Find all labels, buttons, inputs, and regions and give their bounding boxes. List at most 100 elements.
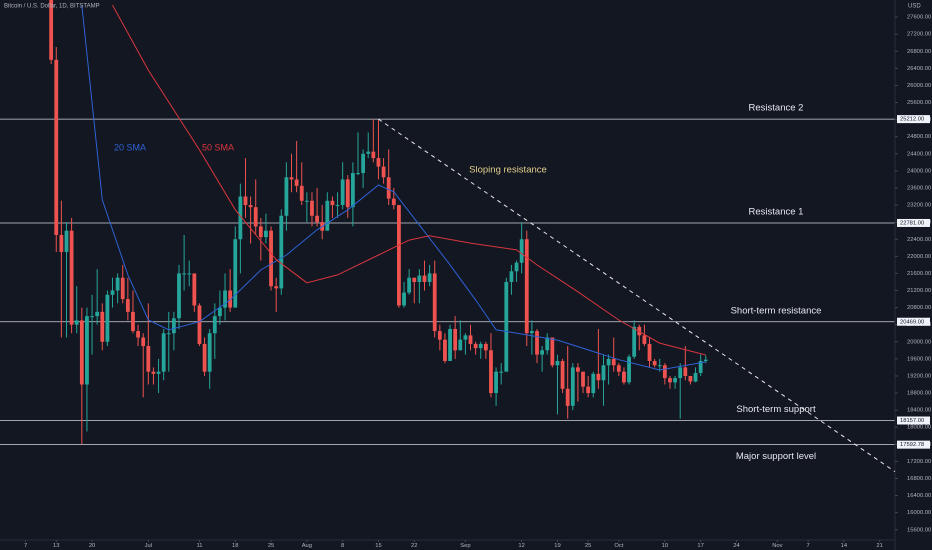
candle-body	[565, 388, 570, 406]
candle-body	[647, 343, 652, 361]
y-tick-label: 16800.00	[907, 476, 931, 482]
candle-body	[550, 337, 555, 366]
y-tick-label: 26800.00	[907, 49, 931, 55]
x-tick-label: 13	[53, 543, 59, 549]
candle-body	[668, 378, 672, 383]
x-tick-label: 22	[411, 543, 417, 549]
candle-body	[315, 215, 319, 223]
candle-body	[131, 311, 135, 332]
y-tick-label: 27600.00	[907, 15, 931, 21]
candle-body	[391, 198, 396, 206]
candle-body	[504, 281, 509, 372]
x-tick-label: 24	[733, 543, 740, 549]
candle-body	[616, 365, 621, 372]
x-tick-label: 10	[662, 543, 668, 549]
candle-body	[304, 200, 309, 202]
candle-body	[228, 290, 233, 308]
level-tag	[897, 218, 930, 227]
candle-body	[673, 378, 677, 383]
y-tick-label: 23600.00	[907, 186, 931, 192]
candle-body	[187, 273, 192, 275]
candle-body	[356, 173, 360, 175]
x-tick-label: Nov	[772, 543, 782, 549]
candle-body	[703, 359, 708, 361]
candle-body	[105, 294, 110, 342]
axis-unit: USD	[908, 4, 921, 10]
candle-body	[402, 292, 406, 306]
candle-body	[468, 335, 473, 344]
candle-body	[146, 346, 151, 372]
candle-body	[417, 275, 422, 282]
candle-body	[264, 230, 268, 238]
x-tick-label: Sep	[460, 543, 470, 549]
candle-body	[509, 271, 514, 282]
candle-body	[202, 343, 207, 372]
candle-body	[437, 331, 442, 340]
candle-body	[95, 311, 100, 317]
candle-body	[90, 316, 94, 318]
candle-body	[632, 326, 637, 357]
y-tick-label: 18800.00	[907, 391, 931, 397]
candle-body	[422, 275, 427, 282]
y-tick-label: 18000.00	[907, 425, 931, 431]
sma-label: 50 SMA	[202, 142, 234, 152]
candle-body	[652, 360, 657, 366]
candle-body	[192, 273, 197, 306]
y-tick-label: 21200.00	[907, 288, 931, 294]
candle-body	[182, 273, 187, 275]
candle-body	[453, 328, 458, 351]
candle-body	[627, 356, 631, 383]
level-name: Short-term resistance	[731, 305, 822, 316]
chart-title: Bitcoin / U.S. Dollar, 1D, BITSTAMP	[4, 4, 100, 10]
candle-body	[110, 290, 115, 295]
candle-body	[412, 277, 417, 282]
candle-body	[478, 343, 483, 349]
candle-body	[233, 239, 238, 308]
candle-body	[161, 333, 166, 372]
level-tag-label: 17592.78	[900, 442, 924, 448]
candle-body	[443, 339, 447, 361]
candle-body	[524, 239, 529, 334]
y-tick-label: 26000.00	[907, 83, 931, 89]
y-tick-label: 25600.00	[907, 100, 931, 106]
candle-body	[514, 262, 519, 272]
candle-body	[529, 331, 534, 334]
candle-body	[310, 200, 314, 216]
candle-body	[85, 316, 89, 385]
level-tag	[897, 416, 930, 425]
candle-body	[212, 316, 217, 334]
candle-body	[125, 299, 130, 312]
x-tick-label: Oct	[614, 543, 623, 549]
candle-body	[223, 290, 227, 308]
candle-body	[678, 367, 683, 379]
candle-body	[59, 234, 64, 253]
candle-body	[540, 350, 545, 355]
sma-label: 20 SMA	[114, 142, 146, 152]
candle-body	[284, 177, 289, 216]
x-tick-label: 15	[375, 543, 381, 549]
y-tick-label: 26400.00	[907, 66, 931, 72]
plot-area	[0, 0, 895, 446]
candle-body	[560, 360, 565, 389]
level-tag-label: 22781.00	[900, 220, 924, 226]
candle-body	[555, 360, 560, 366]
x-tick-label: 11	[196, 543, 202, 549]
x-tick-label: 19	[554, 543, 560, 549]
y-tick-label: 24400.00	[907, 151, 931, 157]
candle-body	[340, 179, 345, 206]
candle-body	[361, 153, 366, 174]
candle-body	[274, 286, 279, 289]
candle-body	[238, 196, 243, 240]
y-tick-label: 22000.00	[907, 254, 931, 260]
sma-line	[81, 5, 706, 371]
candle-body	[325, 200, 330, 231]
candle-body	[156, 371, 161, 374]
y-tick-label: 20800.00	[907, 305, 931, 311]
candle-body	[151, 371, 156, 374]
x-tick-label: Aug	[302, 543, 312, 549]
candle-body	[432, 273, 437, 332]
candle-body	[545, 337, 550, 351]
candle-body	[622, 371, 626, 383]
candle-body	[120, 277, 125, 300]
